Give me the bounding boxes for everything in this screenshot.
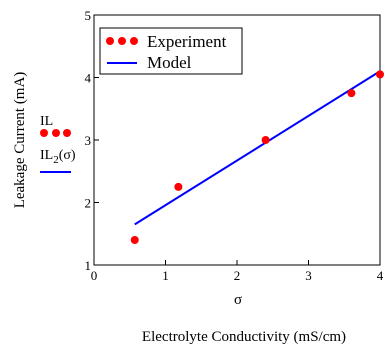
side-experiment-marker [40, 129, 71, 137]
y-axis-title: Leakage Current (mA) [12, 72, 28, 209]
x-tick-label: 1 [162, 268, 169, 283]
side-experiment-dot [40, 129, 48, 137]
legend-experiment-dot [118, 37, 126, 45]
x-tick-label: 3 [305, 268, 312, 283]
side-experiment-dot [52, 129, 60, 137]
x-axis-ticks: 0 1 2 3 4 [91, 260, 384, 283]
legend-box [99, 27, 243, 75]
side-label-model-arg: (σ) [59, 148, 76, 163]
y-tick-label: 5 [85, 8, 92, 23]
x-tick-label: 0 [91, 268, 98, 283]
y-tick-label: 1 [85, 258, 92, 273]
y-tick-label: 2 [85, 196, 92, 211]
model-line [134, 70, 381, 226]
legend-experiment-dot [130, 37, 138, 45]
legend-model-label: Model [147, 53, 192, 72]
x-tick-label: 4 [377, 268, 384, 283]
y-tick-label: 3 [85, 133, 92, 148]
legend-experiment-label: Experiment [147, 32, 227, 51]
x-axis-variable: σ [234, 292, 242, 308]
legend: Experiment Model [99, 27, 243, 75]
side-experiment-dot [63, 129, 71, 137]
experiment-series [130, 70, 384, 244]
x-axis-title: Electrolyte Conductivity (mS/cm) [142, 329, 346, 345]
experiment-point [174, 182, 183, 191]
experiment-point [130, 236, 139, 244]
y-axis-ticks: 1 2 3 4 5 [85, 8, 99, 273]
y-tick-label: 4 [85, 71, 92, 86]
x-tick-label: 2 [234, 268, 241, 283]
model-series [134, 70, 381, 226]
side-label-model-subscript: 2 [53, 154, 59, 166]
experiment-point [376, 70, 384, 79]
experiment-point [261, 136, 270, 144]
legend-experiment-dot [106, 37, 114, 45]
side-label-experiment: IL [40, 114, 53, 129]
side-label-model: IL2(σ) [40, 148, 76, 166]
legend-experiment-marker [106, 37, 138, 45]
experiment-point [347, 89, 356, 98]
side-label-model-base: IL [40, 148, 53, 163]
